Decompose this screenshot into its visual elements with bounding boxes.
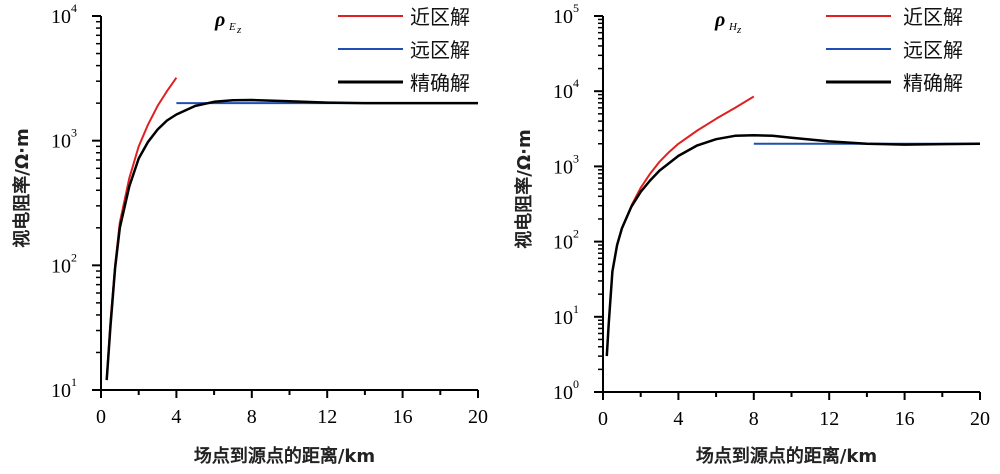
x-tick-label: 8 xyxy=(247,406,257,428)
y-tick-label: 10 xyxy=(51,131,71,153)
chart-title: ρ xyxy=(714,9,725,31)
y-tick-label: 10 xyxy=(51,6,71,28)
y-tick-label: 10 xyxy=(553,6,573,28)
x-tick-label: 0 xyxy=(96,406,106,428)
y-tick-exponent: 2 xyxy=(71,250,77,264)
y-tick-label: 10 xyxy=(553,232,573,254)
y-tick-label: 10 xyxy=(553,81,573,103)
legend-label-0: 近区解 xyxy=(903,5,963,29)
x-tick-label: 20 xyxy=(468,406,488,428)
y-tick-label: 10 xyxy=(553,382,573,404)
y-tick-exponent: 1 xyxy=(573,302,579,316)
y-tick-exponent: 1 xyxy=(71,375,77,389)
y-tick-exponent: 0 xyxy=(573,377,579,391)
y-axis-label: 视电阻率/Ω·m xyxy=(11,128,33,247)
x-tick-label: 12 xyxy=(317,406,337,428)
x-tick-label: 16 xyxy=(895,408,915,430)
x-axis-label: 场点到源点的距离/km xyxy=(194,445,375,467)
x-tick-label: 8 xyxy=(749,408,759,430)
legend-label-1: 远区解 xyxy=(410,38,470,62)
series-line-0 xyxy=(630,95,755,207)
series-line-2 xyxy=(105,98,478,381)
y-tick-exponent: 3 xyxy=(573,151,579,165)
x-tick-label: 0 xyxy=(598,408,608,430)
x-axis-label: 场点到源点的距离/km xyxy=(696,445,877,467)
chart-title: ρ xyxy=(214,9,225,31)
legend-label-1: 远区解 xyxy=(903,38,963,62)
x-tick-label: 4 xyxy=(171,406,181,428)
y-tick-exponent: 4 xyxy=(573,76,579,90)
legend-label-0: 近区解 xyxy=(410,5,470,29)
y-tick-exponent: 2 xyxy=(573,227,579,241)
y-axis-label: 视电阻率/Ω·m xyxy=(513,129,535,248)
y-tick-exponent: 3 xyxy=(71,126,77,140)
x-tick-label: 20 xyxy=(970,408,990,430)
chart-panel-1: 10 010 110 210 310 410 50 4 8 12 16 20场点到源点的距离/km视电… xyxy=(513,1,990,467)
chart-title-subscript: H xyxy=(728,21,738,33)
chart-title-subscript: E xyxy=(228,21,236,33)
y-tick-exponent: 4 xyxy=(71,1,77,15)
chart-panel-0: 10 110 210 310 40 4 8 12 16 20场点到源点的距离/km视电阻率/Ω·m… xyxy=(11,1,488,467)
legend-label-2: 精确解 xyxy=(410,71,470,95)
y-tick-label: 10 xyxy=(51,380,71,402)
x-tick-label: 16 xyxy=(393,406,413,428)
legend-label-2: 精确解 xyxy=(903,71,963,95)
series-line-2 xyxy=(605,133,981,357)
x-tick-label: 4 xyxy=(673,408,683,430)
y-tick-label: 10 xyxy=(553,307,573,329)
y-tick-label: 10 xyxy=(51,255,71,277)
y-tick-exponent: 5 xyxy=(573,1,579,15)
y-tick-label: 10 xyxy=(553,156,573,178)
chart-title-subsubscript: z xyxy=(236,24,242,36)
chart-title-subsubscript: z xyxy=(736,24,742,36)
x-tick-label: 12 xyxy=(819,408,839,430)
